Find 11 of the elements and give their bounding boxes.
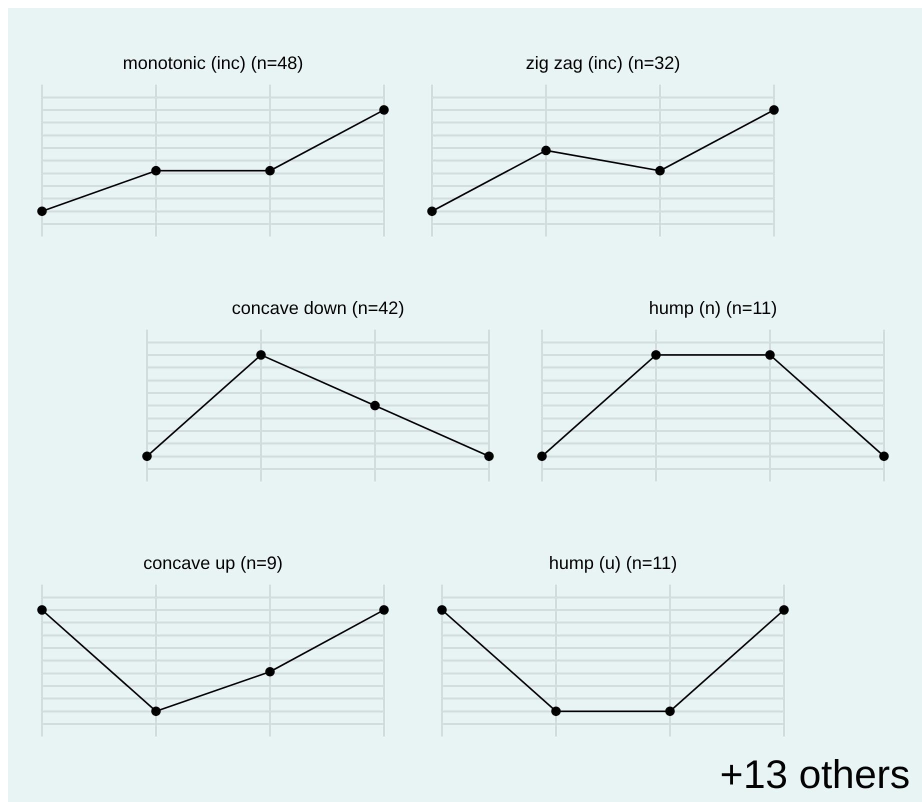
chart-title: concave down (n=42) (232, 298, 404, 318)
chart-title: concave up (n=9) (143, 552, 283, 573)
text: +13 others (720, 753, 910, 798)
point (541, 146, 551, 156)
point (427, 206, 437, 216)
point (655, 166, 665, 176)
point (769, 105, 779, 115)
chart-title: hump (n) (n=11) (648, 298, 778, 318)
chart-title: zig zag (inc) (n=32) (526, 52, 680, 73)
chart-title: monotonic (inc) (n=48) (122, 52, 304, 73)
chart-title: hump (u) (n=11) (548, 552, 678, 573)
